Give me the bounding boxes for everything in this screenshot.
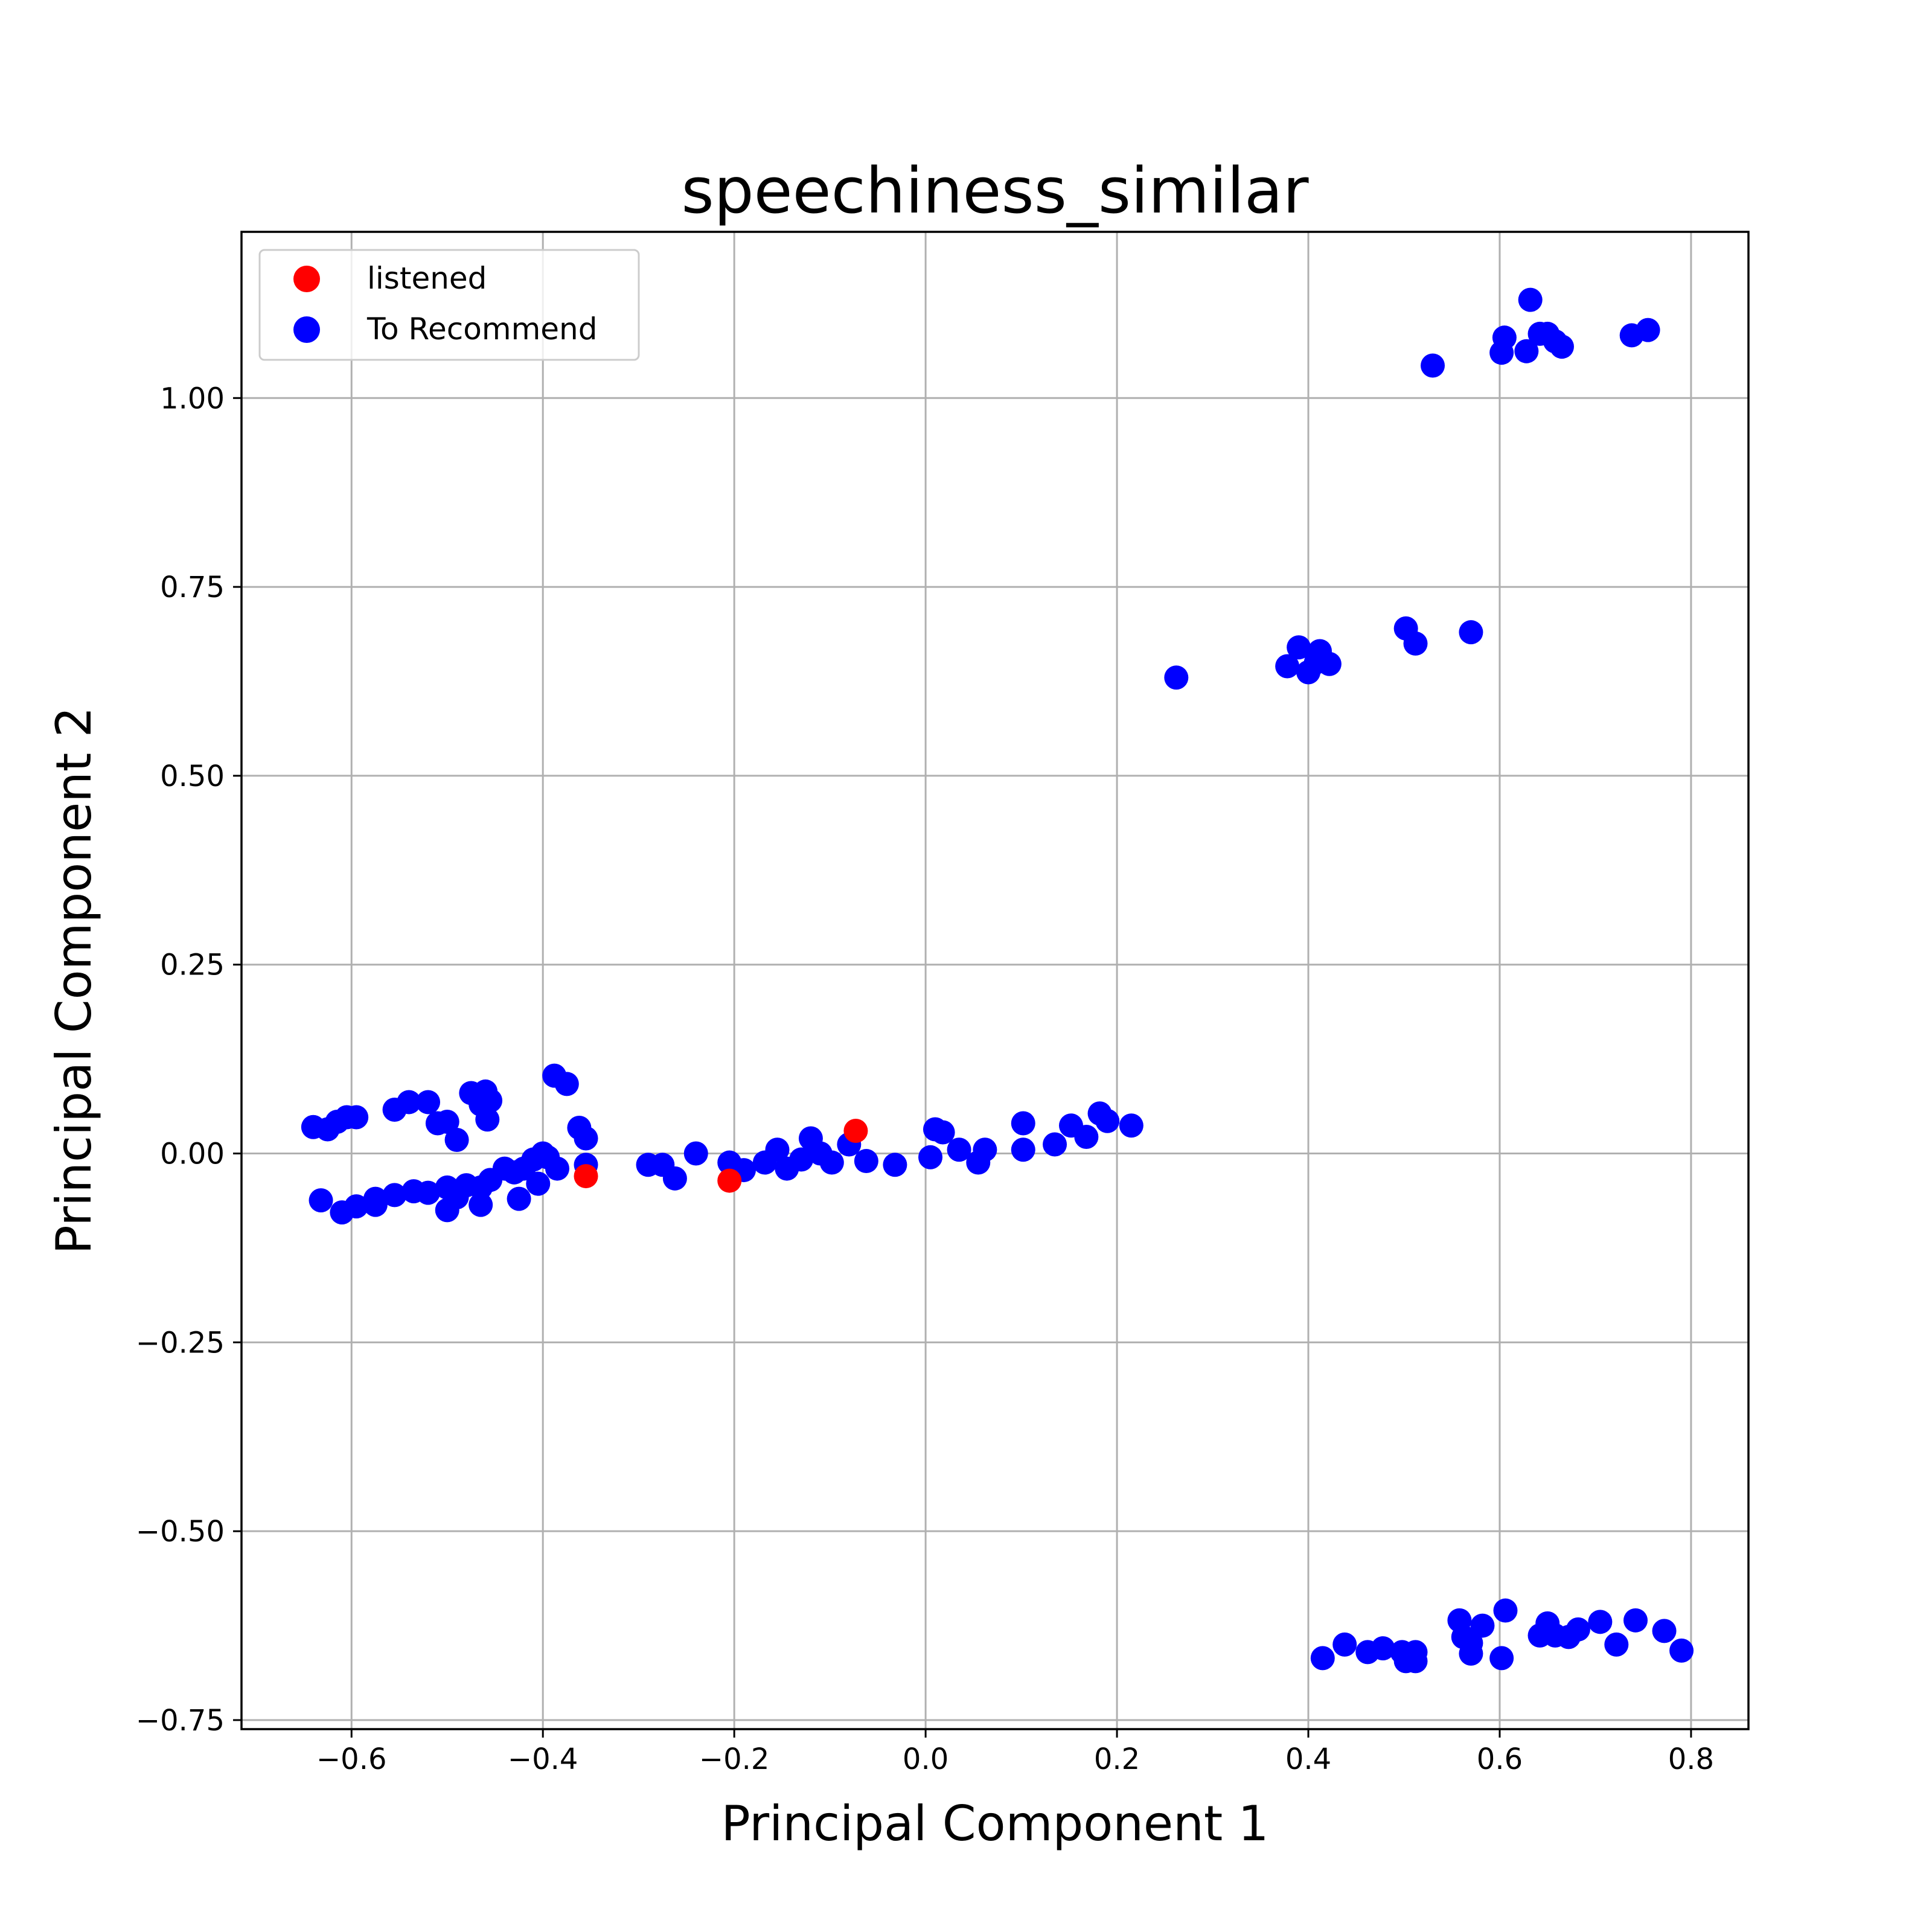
point-to-recommend	[1310, 1646, 1335, 1671]
data-points	[301, 287, 1694, 1674]
point-to-recommend	[973, 1137, 997, 1162]
point-to-recommend	[1652, 1619, 1677, 1643]
point-to-recommend	[1421, 353, 1445, 378]
point-to-recommend	[397, 1090, 421, 1115]
point-listened	[843, 1119, 868, 1144]
y-tick-label: −0.50	[136, 1515, 225, 1549]
point-to-recommend	[444, 1128, 469, 1153]
x-tick-label: 0.2	[1094, 1742, 1140, 1776]
y-axis-label: Principal Component 2	[46, 706, 102, 1254]
point-to-recommend	[401, 1179, 426, 1204]
plot-frame	[240, 231, 1750, 1730]
point-to-recommend	[765, 1137, 790, 1162]
legend-label-to-recommend: To Recommend	[366, 312, 597, 347]
point-to-recommend	[554, 1072, 579, 1096]
point-to-recommend	[1636, 318, 1660, 342]
point-to-recommend	[363, 1192, 388, 1217]
y-tick-label: −0.75	[136, 1704, 225, 1738]
point-to-recommend	[507, 1186, 531, 1211]
point-to-recommend	[1074, 1125, 1099, 1150]
point-to-recommend	[662, 1166, 687, 1191]
point-to-recommend	[1317, 651, 1342, 676]
point-to-recommend	[1043, 1132, 1067, 1157]
y-tick-label: −0.25	[136, 1326, 225, 1360]
point-listened	[717, 1168, 742, 1193]
point-to-recommend	[1588, 1610, 1613, 1634]
point-listened	[574, 1164, 598, 1189]
point-to-recommend	[469, 1092, 493, 1117]
grid	[242, 232, 1748, 1729]
point-to-recommend	[435, 1198, 459, 1223]
point-to-recommend	[344, 1105, 369, 1130]
point-to-recommend	[1459, 1641, 1483, 1666]
point-to-recommend	[574, 1126, 598, 1151]
legend-marker-listened	[293, 266, 320, 292]
x-tick-label: 0.4	[1285, 1742, 1331, 1776]
point-to-recommend	[1332, 1632, 1357, 1657]
y-tick-label: 0.50	[160, 760, 225, 793]
point-to-recommend	[1669, 1638, 1694, 1663]
x-tick-label: −0.2	[699, 1742, 770, 1776]
point-to-recommend	[918, 1145, 943, 1169]
point-to-recommend	[1459, 620, 1483, 645]
x-tick-label: 0.0	[903, 1742, 948, 1776]
legend-label-listened: listened	[367, 261, 487, 296]
point-to-recommend	[1287, 635, 1311, 660]
point-to-recommend	[416, 1090, 441, 1115]
point-to-recommend	[854, 1149, 878, 1174]
legend-marker-to-recommend	[293, 316, 320, 343]
point-to-recommend	[789, 1147, 814, 1172]
point-to-recommend	[1514, 339, 1539, 363]
point-to-recommend	[1623, 1608, 1648, 1633]
point-to-recommend	[1489, 1646, 1514, 1671]
y-tick-label: 1.00	[160, 382, 225, 415]
axis-ticks: −0.6 −0.4 −0.2 0.0 0.2 0.4 0.6 0.8 −0.75 −0.50 −0.…	[136, 382, 1714, 1776]
point-to-recommend	[930, 1120, 955, 1145]
x-tick-label: 0.6	[1477, 1742, 1523, 1776]
point-to-recommend	[883, 1153, 907, 1177]
point-to-recommend	[1604, 1632, 1629, 1657]
point-to-recommend	[1119, 1113, 1144, 1138]
point-to-recommend	[683, 1141, 708, 1166]
chart-title: speechiness_similar	[681, 154, 1308, 228]
legend-box	[258, 249, 640, 361]
y-tick-label: 0.75	[160, 571, 225, 604]
point-to-recommend	[1403, 631, 1428, 656]
point-to-recommend	[1549, 334, 1574, 359]
x-axis-label: Principal Component 1	[721, 1796, 1268, 1852]
point-to-recommend	[382, 1183, 407, 1208]
point-to-recommend	[1403, 1640, 1428, 1665]
point-to-recommend	[1275, 654, 1300, 679]
point-to-recommend	[947, 1137, 971, 1162]
point-to-recommend	[526, 1171, 551, 1196]
x-tick-label: −0.4	[508, 1742, 578, 1776]
y-tick-label: 0.25	[160, 948, 225, 982]
point-to-recommend	[1095, 1108, 1120, 1133]
legend: listened To Recommend	[258, 249, 640, 361]
point-to-recommend	[330, 1200, 354, 1225]
point-to-recommend	[1566, 1617, 1590, 1642]
point-to-recommend	[1470, 1613, 1495, 1638]
point-to-recommend	[1518, 287, 1543, 312]
point-to-recommend	[1492, 325, 1517, 350]
point-to-recommend	[819, 1150, 844, 1175]
point-to-recommend	[1011, 1137, 1035, 1162]
point-to-recommend	[435, 1109, 459, 1134]
point-to-recommend	[309, 1188, 333, 1213]
point-to-recommend	[469, 1192, 493, 1217]
point-to-recommend	[1164, 665, 1189, 690]
point-to-recommend	[1371, 1636, 1395, 1661]
point-to-recommend	[1493, 1598, 1518, 1623]
point-to-recommend	[435, 1175, 459, 1200]
x-tick-label: −0.6	[316, 1742, 387, 1776]
point-to-recommend	[1011, 1111, 1035, 1136]
y-tick-label: 0.00	[160, 1137, 225, 1171]
x-tick-label: 0.8	[1668, 1742, 1714, 1776]
